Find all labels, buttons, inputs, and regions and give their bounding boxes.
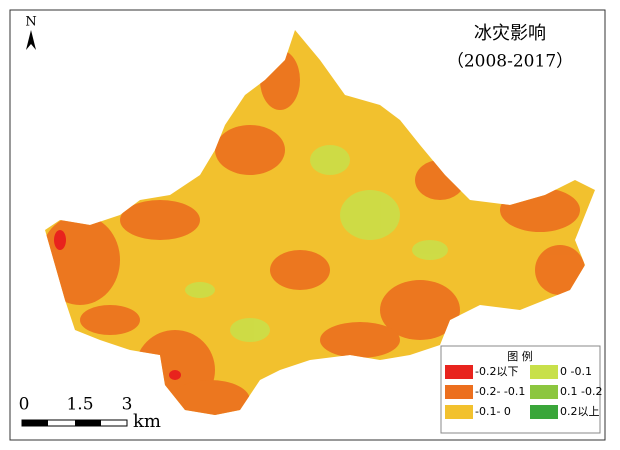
legend-label: -0.1- 0 xyxy=(475,405,511,418)
legend-swatch xyxy=(445,385,473,399)
legend-label: 0 -0.1 xyxy=(560,365,592,378)
scale-segment xyxy=(75,420,101,426)
scale-segment xyxy=(22,420,48,426)
legend-label: 0.2以上 xyxy=(560,405,600,418)
legend-label: -0.2以下 xyxy=(475,365,518,378)
scale-label: 3 xyxy=(122,395,133,415)
legend-items: -0.2以下 0 -0.1 -0.2- -0.1 0.1 -0.2 -0.1- 0 0.2… xyxy=(445,365,602,419)
north-label: N xyxy=(25,15,36,30)
scale-bar: 0 1.5 3 km xyxy=(19,395,161,433)
scale-unit: km xyxy=(133,411,161,432)
scale-label: 1.5 xyxy=(66,395,93,415)
legend-title: 图 例 xyxy=(507,349,533,363)
scale-label: 0 xyxy=(19,395,30,415)
legend-swatch xyxy=(530,365,558,379)
map-subtitle: （2008-2017） xyxy=(447,52,573,72)
legend-swatch xyxy=(530,405,558,419)
legend-swatch xyxy=(530,385,558,399)
legend-swatch xyxy=(445,365,473,379)
legend-label: 0.1 -0.2 xyxy=(560,385,602,398)
legend-label: -0.2- -0.1 xyxy=(475,385,525,398)
map-title: 冰灾影响 xyxy=(474,23,546,44)
legend-swatch xyxy=(445,405,473,419)
north-arrow xyxy=(26,30,36,50)
